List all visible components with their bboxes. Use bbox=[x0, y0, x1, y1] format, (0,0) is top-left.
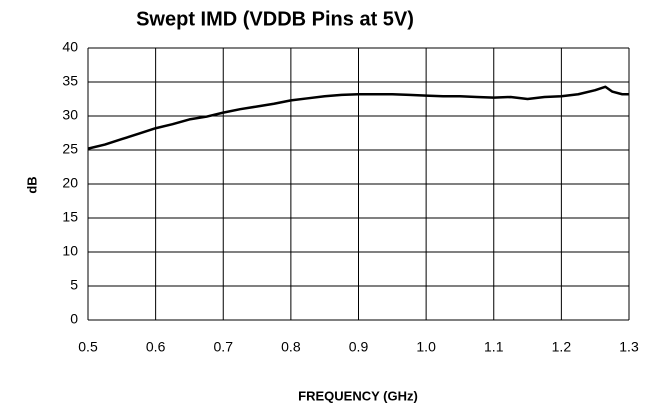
y-tick-label: 10 bbox=[62, 243, 78, 259]
x-tick-label: 0.7 bbox=[214, 339, 234, 355]
y-tick-label: 0 bbox=[70, 311, 78, 327]
x-tick-label: 0.9 bbox=[349, 339, 369, 355]
y-tick-label: 40 bbox=[62, 39, 78, 55]
x-tick-label: 0.8 bbox=[281, 339, 301, 355]
chart-title: Swept IMD (VDDB Pins at 5V) bbox=[136, 8, 414, 30]
x-tick-label: 1.3 bbox=[619, 339, 639, 355]
x-axis-label: FREQUENCY (GHz) bbox=[298, 388, 418, 403]
x-tick-label: 1.0 bbox=[416, 339, 436, 355]
y-tick-label: 15 bbox=[62, 209, 78, 225]
y-tick-label: 20 bbox=[62, 175, 78, 191]
x-tick-label: 1.2 bbox=[552, 339, 572, 355]
data-line bbox=[87, 85, 629, 150]
y-tick-label: 5 bbox=[70, 277, 78, 293]
y-tick-label: 30 bbox=[62, 107, 78, 123]
x-tick-label: 1.1 bbox=[484, 339, 504, 355]
x-tick-label: 0.6 bbox=[146, 339, 166, 355]
y-tick-label: 35 bbox=[62, 73, 78, 89]
y-axis-label: dB bbox=[24, 176, 39, 193]
y-tick-label: 25 bbox=[62, 141, 78, 157]
x-tick-label: 0.5 bbox=[78, 339, 98, 355]
